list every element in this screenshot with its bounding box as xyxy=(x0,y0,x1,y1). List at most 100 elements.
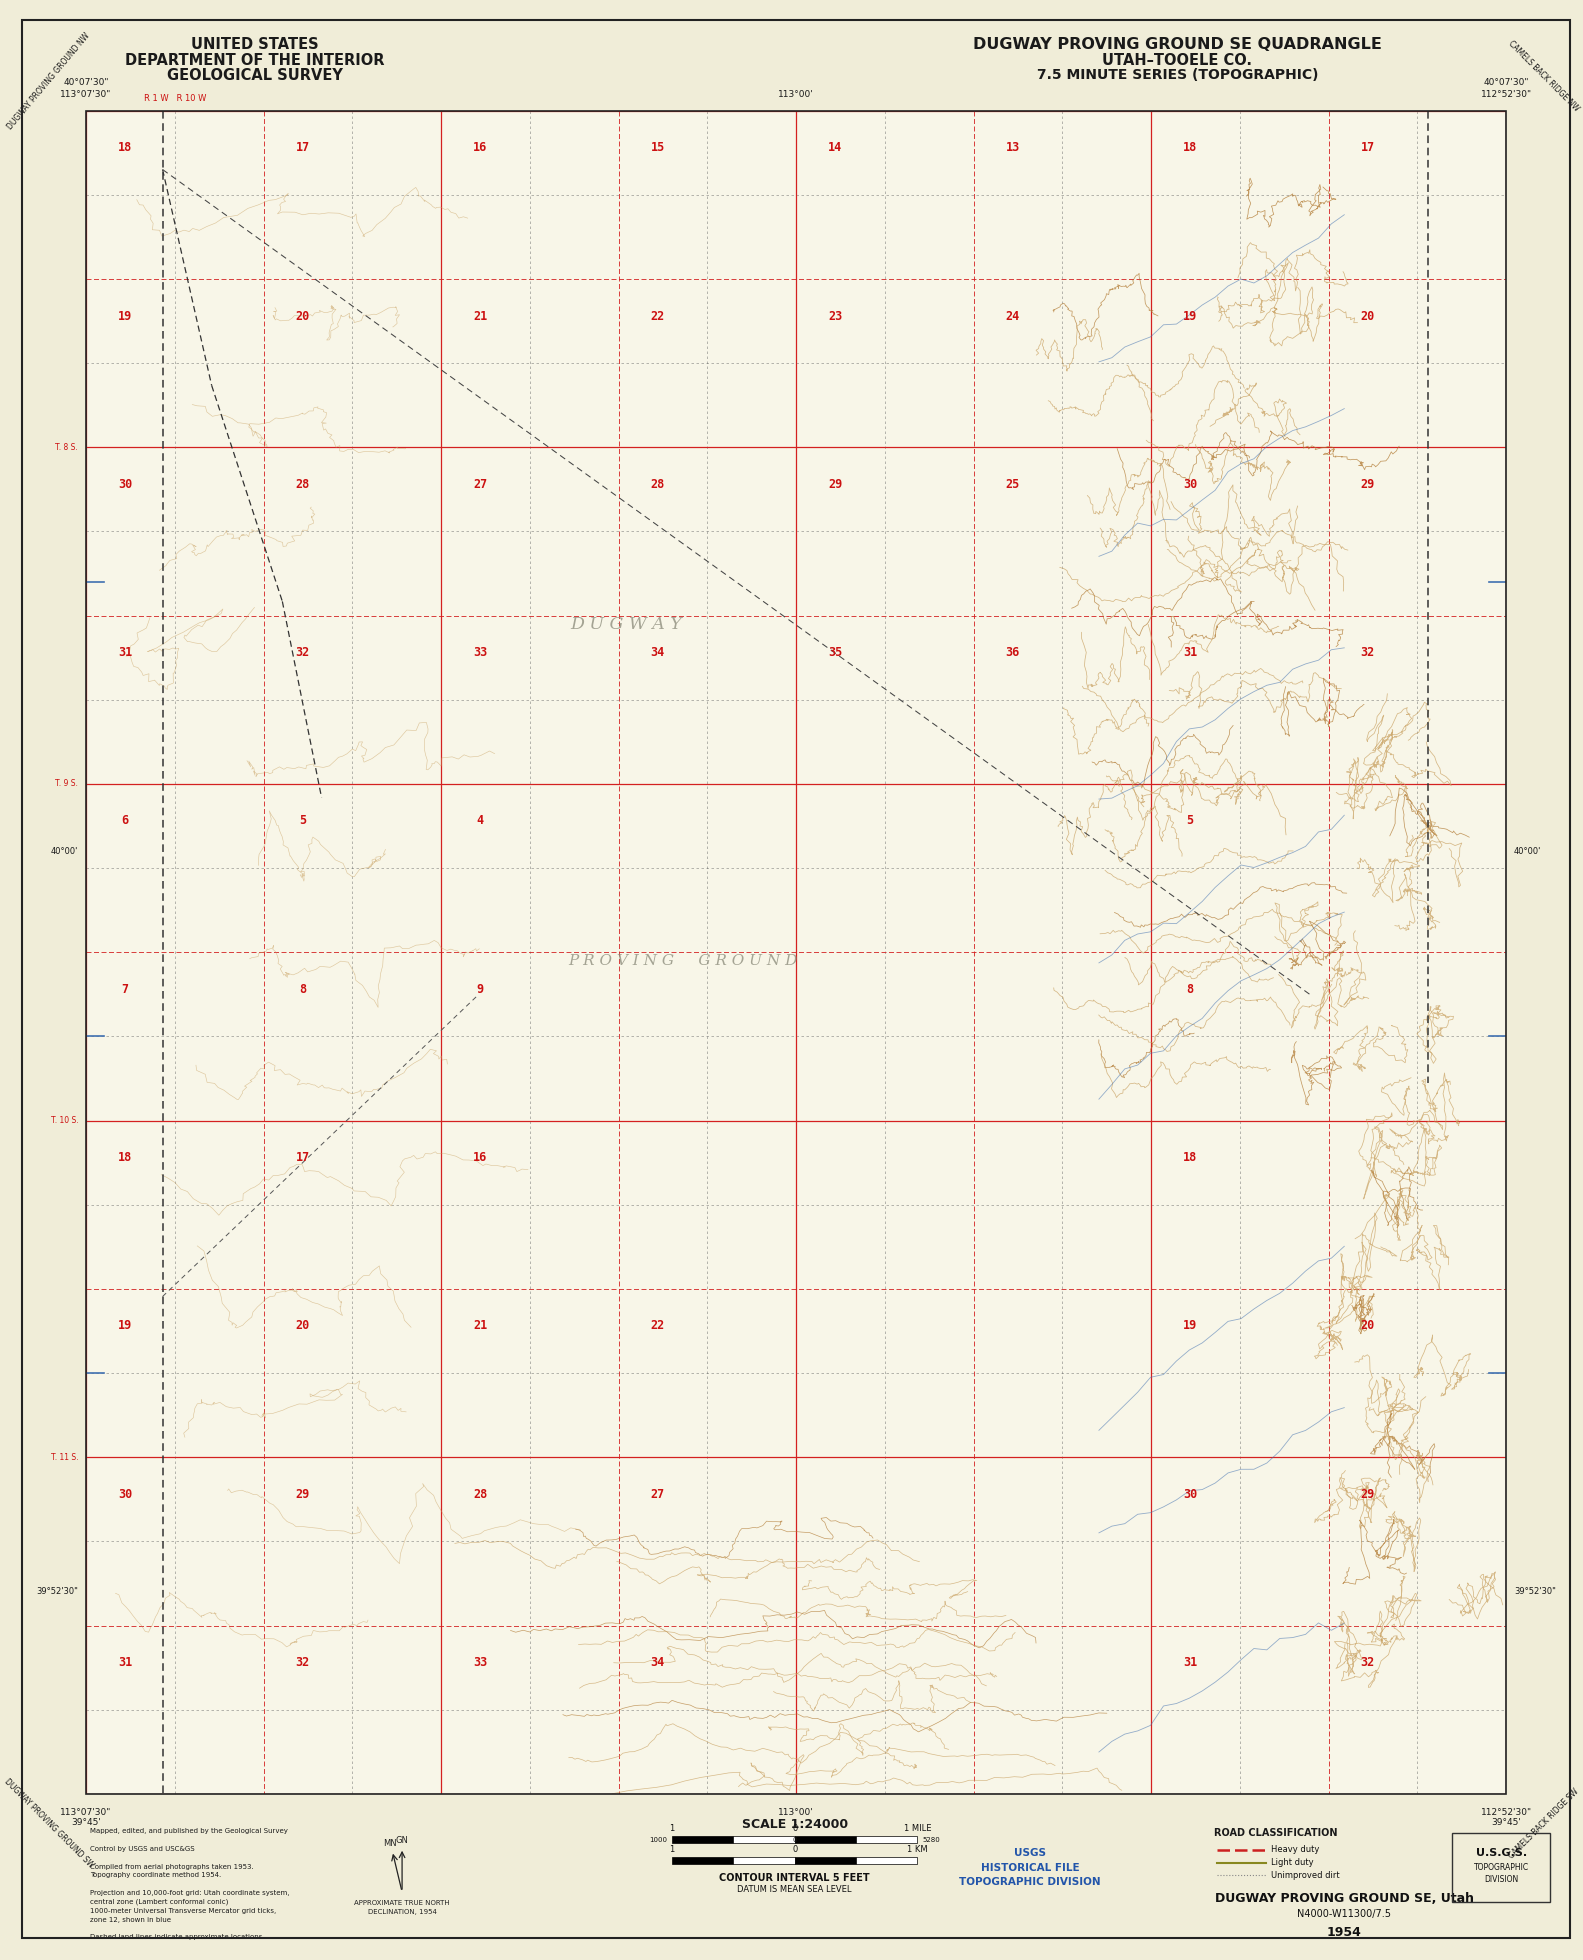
Text: 32: 32 xyxy=(296,647,310,659)
Text: 20: 20 xyxy=(1361,1319,1376,1333)
Text: 24: 24 xyxy=(1005,310,1019,323)
Text: GEOLOGICAL SURVEY: GEOLOGICAL SURVEY xyxy=(166,69,344,82)
Text: 20: 20 xyxy=(296,1319,310,1333)
Text: DATUM IS MEAN SEA LEVEL: DATUM IS MEAN SEA LEVEL xyxy=(738,1886,852,1893)
Text: 14: 14 xyxy=(828,141,842,155)
Text: 32: 32 xyxy=(1361,647,1376,659)
Text: 29: 29 xyxy=(296,1488,310,1501)
Text: 27: 27 xyxy=(651,1488,665,1501)
Text: 112°52'30": 112°52'30" xyxy=(1480,1807,1532,1817)
Text: 27: 27 xyxy=(473,478,488,490)
Text: 1954: 1954 xyxy=(1327,1927,1361,1938)
Text: 1000: 1000 xyxy=(649,1837,666,1842)
Text: 1 MILE: 1 MILE xyxy=(904,1825,931,1833)
Text: 13: 13 xyxy=(1005,141,1019,155)
Text: 31: 31 xyxy=(1183,647,1197,659)
Bar xyxy=(856,1837,918,1842)
Text: 19: 19 xyxy=(119,1319,133,1333)
Text: N4000-W11300/7.5: N4000-W11300/7.5 xyxy=(1298,1909,1391,1919)
Text: 8: 8 xyxy=(1187,982,1194,996)
Bar xyxy=(673,1837,733,1842)
Text: Heavy duty: Heavy duty xyxy=(1271,1846,1319,1854)
Text: Dashed land lines indicate approximate locations: Dashed land lines indicate approximate l… xyxy=(90,1935,263,1940)
Text: 16: 16 xyxy=(473,1151,488,1164)
Text: Unimproved dirt: Unimproved dirt xyxy=(1271,1872,1339,1880)
Bar xyxy=(85,110,1507,1793)
Text: 33: 33 xyxy=(473,647,488,659)
Text: 34: 34 xyxy=(651,647,665,659)
Text: 30: 30 xyxy=(119,478,133,490)
Text: 6: 6 xyxy=(122,815,128,827)
Text: 32: 32 xyxy=(1361,1656,1376,1670)
Text: Control by USGS and USC&GS: Control by USGS and USC&GS xyxy=(90,1846,195,1852)
Text: CONTOUR INTERVAL 5 FEET: CONTOUR INTERVAL 5 FEET xyxy=(719,1874,871,1884)
Text: 113°00': 113°00' xyxy=(779,1807,814,1817)
Text: SCALE 1:24000: SCALE 1:24000 xyxy=(741,1819,848,1831)
Text: P R O V I N G     G R O U N D: P R O V I N G G R O U N D xyxy=(568,955,798,968)
Text: 40°00': 40°00' xyxy=(1513,847,1542,857)
Bar xyxy=(856,1856,918,1864)
Text: 28: 28 xyxy=(296,478,310,490)
Text: 18: 18 xyxy=(1183,141,1197,155)
Text: USGS: USGS xyxy=(1015,1848,1046,1858)
Text: DUGWAY PROVING GROUND SW: DUGWAY PROVING GROUND SW xyxy=(3,1778,95,1870)
Text: 7.5 MINUTE SERIES (TOPOGRAPHIC): 7.5 MINUTE SERIES (TOPOGRAPHIC) xyxy=(1037,69,1319,82)
Bar xyxy=(19,18,85,1940)
Text: Topography coordinate method 1954.: Topography coordinate method 1954. xyxy=(90,1872,222,1878)
Text: 30: 30 xyxy=(1183,478,1197,490)
Text: 112°52'30": 112°52'30" xyxy=(1480,90,1532,98)
Text: 32: 32 xyxy=(296,1656,310,1670)
Bar xyxy=(85,110,1507,1793)
Text: 0: 0 xyxy=(793,1837,796,1842)
Text: 17: 17 xyxy=(296,141,310,155)
Bar xyxy=(1507,18,1574,1940)
Text: 7: 7 xyxy=(122,982,128,996)
Text: 31: 31 xyxy=(119,647,133,659)
Bar xyxy=(795,1856,856,1864)
Text: Projection and 10,000-foot grid: Utah coordinate system,: Projection and 10,000-foot grid: Utah co… xyxy=(90,1889,290,1895)
Text: T. 8 S.: T. 8 S. xyxy=(55,443,78,453)
Text: 1 KM: 1 KM xyxy=(907,1844,928,1854)
Bar xyxy=(795,1837,856,1842)
Text: DUGWAY PROVING GROUND SE QUADRANGLE: DUGWAY PROVING GROUND SE QUADRANGLE xyxy=(974,37,1382,53)
Text: UNITED STATES: UNITED STATES xyxy=(192,37,318,53)
Text: 19: 19 xyxy=(1183,1319,1197,1333)
Text: 29: 29 xyxy=(828,478,842,490)
Text: MN: MN xyxy=(383,1838,397,1848)
Text: 113°07'30": 113°07'30" xyxy=(60,90,112,98)
Text: 39°52'30": 39°52'30" xyxy=(1513,1588,1556,1595)
Text: U.S.G.S.: U.S.G.S. xyxy=(1475,1848,1528,1858)
Text: CAMELS BACK RIDGE SW: CAMELS BACK RIDGE SW xyxy=(1507,1788,1580,1860)
Text: CAMELS BACK RIDGE NW: CAMELS BACK RIDGE NW xyxy=(1507,39,1580,114)
Text: 18: 18 xyxy=(1183,1151,1197,1164)
Text: DUGWAY PROVING GROUND SE, Utah: DUGWAY PROVING GROUND SE, Utah xyxy=(1214,1891,1474,1905)
Text: 18: 18 xyxy=(119,141,133,155)
Text: DEPARTMENT OF THE INTERIOR: DEPARTMENT OF THE INTERIOR xyxy=(125,53,385,69)
Text: 23: 23 xyxy=(828,310,842,323)
Text: 9: 9 xyxy=(476,982,484,996)
Text: 17: 17 xyxy=(1361,141,1376,155)
Text: DIVISION: DIVISION xyxy=(1485,1876,1518,1884)
Text: 21: 21 xyxy=(473,310,488,323)
Bar xyxy=(19,18,1574,110)
Text: 5: 5 xyxy=(299,815,306,827)
Text: D U G W A Y: D U G W A Y xyxy=(570,615,682,633)
Text: 39°45': 39°45' xyxy=(1491,1819,1521,1827)
Text: 5280: 5280 xyxy=(923,1837,940,1842)
Text: 5: 5 xyxy=(1187,815,1194,827)
Text: 21: 21 xyxy=(473,1319,488,1333)
Bar xyxy=(673,1856,733,1864)
Text: 15: 15 xyxy=(651,141,665,155)
Text: 40°00': 40°00' xyxy=(51,847,78,857)
Text: DECLINATION, 1954: DECLINATION, 1954 xyxy=(367,1909,437,1915)
Text: zone 12, shown in blue: zone 12, shown in blue xyxy=(90,1917,171,1923)
Text: 22: 22 xyxy=(651,310,665,323)
Text: 20: 20 xyxy=(1361,310,1376,323)
Text: central zone (Lambert conformal conic): central zone (Lambert conformal conic) xyxy=(90,1899,228,1905)
Text: 39°45': 39°45' xyxy=(71,1819,101,1827)
Text: UTAH–TOOELE CO.: UTAH–TOOELE CO. xyxy=(1102,53,1252,69)
Text: 20: 20 xyxy=(296,310,310,323)
Text: 35: 35 xyxy=(828,647,842,659)
Text: APPROXIMATE TRUE NORTH: APPROXIMATE TRUE NORTH xyxy=(355,1899,450,1905)
Text: 1: 1 xyxy=(670,1844,674,1854)
